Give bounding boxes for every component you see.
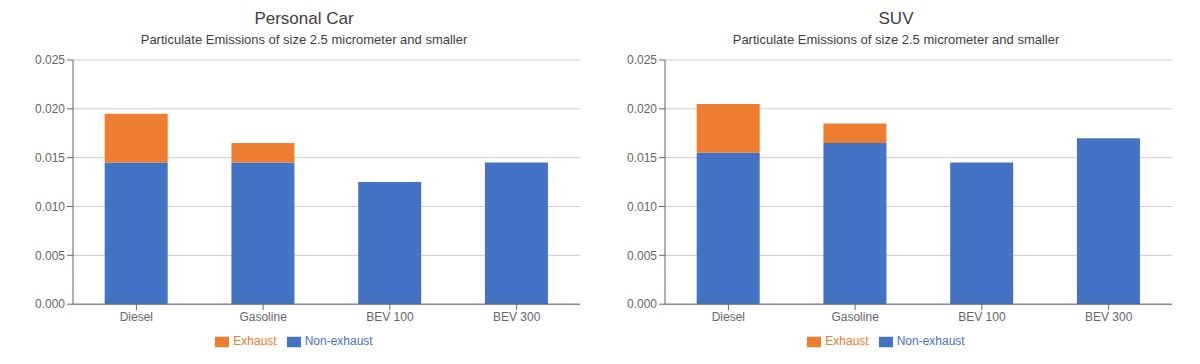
html-text:SUV: SUV [878,9,914,28]
svg-text:BEV 100: BEV 100 [958,310,1006,324]
svg-text:0.015: 0.015 [35,151,65,165]
html-text:Exhaust: Exhaust [233,334,277,349]
html-text:Exhaust: Exhaust [825,334,869,349]
svg-text:BEV 300: BEV 300 [493,310,541,324]
html-text:Particulate Emissions of size: Particulate Emissions of size 2.5 microm… [732,32,1060,47]
svg-text:0.015: 0.015 [627,151,657,165]
svg-text:Gasoline: Gasoline [239,310,287,324]
svg-text:0.010: 0.010 [35,200,65,214]
html-text:Personal Car: Personal Car [254,9,354,28]
svg-text:0.010: 0.010 [627,200,657,214]
html-text:Non-exhaust: Non-exhaust [896,334,965,349]
svg-text:0.000: 0.000 [35,297,65,311]
svg-text:BEV 300: BEV 300 [1085,310,1133,324]
html-text:Non-exhaust: Non-exhaust [304,334,373,349]
html-text:Particulate Emissions of size: Particulate Emissions of size 2.5 microm… [140,32,468,47]
svg-text:0.005: 0.005 [627,249,657,263]
svg-text:0.020: 0.020 [627,102,657,116]
svg-text:0.005: 0.005 [35,249,65,263]
svg-text:0.025: 0.025 [35,53,65,67]
svg-text:Diesel: Diesel [120,310,153,324]
svg-text:0.025: 0.025 [627,53,657,67]
svg-text:Diesel: Diesel [712,310,745,324]
svg-text:0.000: 0.000 [627,297,657,311]
svg-text:BEV 100: BEV 100 [366,310,414,324]
svg-text:Gasoline: Gasoline [831,310,879,324]
svg-text:0.020: 0.020 [35,102,65,116]
